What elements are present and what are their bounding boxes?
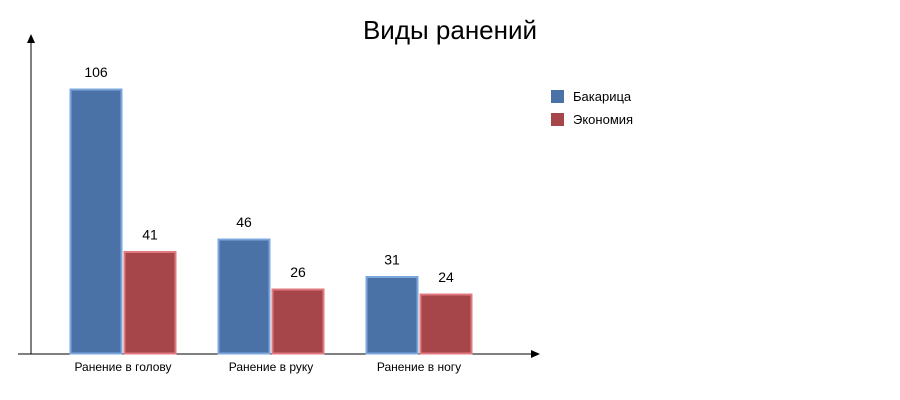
data-label: 24 (438, 269, 454, 285)
bars-group: 106 41 46 26 31 24 (69, 64, 473, 355)
data-label: 41 (142, 227, 158, 243)
data-label: 31 (384, 252, 400, 268)
bar-series2-2 (271, 288, 325, 355)
x-tick-label: Ранение в голову (74, 360, 171, 374)
legend-label: Бакарица (573, 89, 632, 104)
legend-label: Экономия (573, 112, 633, 127)
data-label: 26 (290, 264, 306, 280)
data-label: 106 (84, 64, 108, 80)
chart-title: Виды ранений (363, 15, 537, 45)
bar-series2-1 (123, 251, 177, 355)
bar-series1-3 (365, 276, 419, 355)
x-tick-label: Ранение в руку (229, 360, 314, 374)
legend-swatch (551, 90, 564, 103)
x-tick-labels: Ранение в голову Ранение в руку Ранение в … (74, 360, 461, 374)
bar-series1-1 (69, 88, 123, 355)
x-tick-label: Ранение в ногу (377, 360, 461, 374)
bar-series2-3 (419, 293, 473, 355)
legend: Бакарица Экономия (551, 89, 633, 127)
bar-series1-2 (217, 238, 271, 355)
data-label: 46 (236, 214, 252, 230)
legend-swatch (551, 113, 564, 126)
